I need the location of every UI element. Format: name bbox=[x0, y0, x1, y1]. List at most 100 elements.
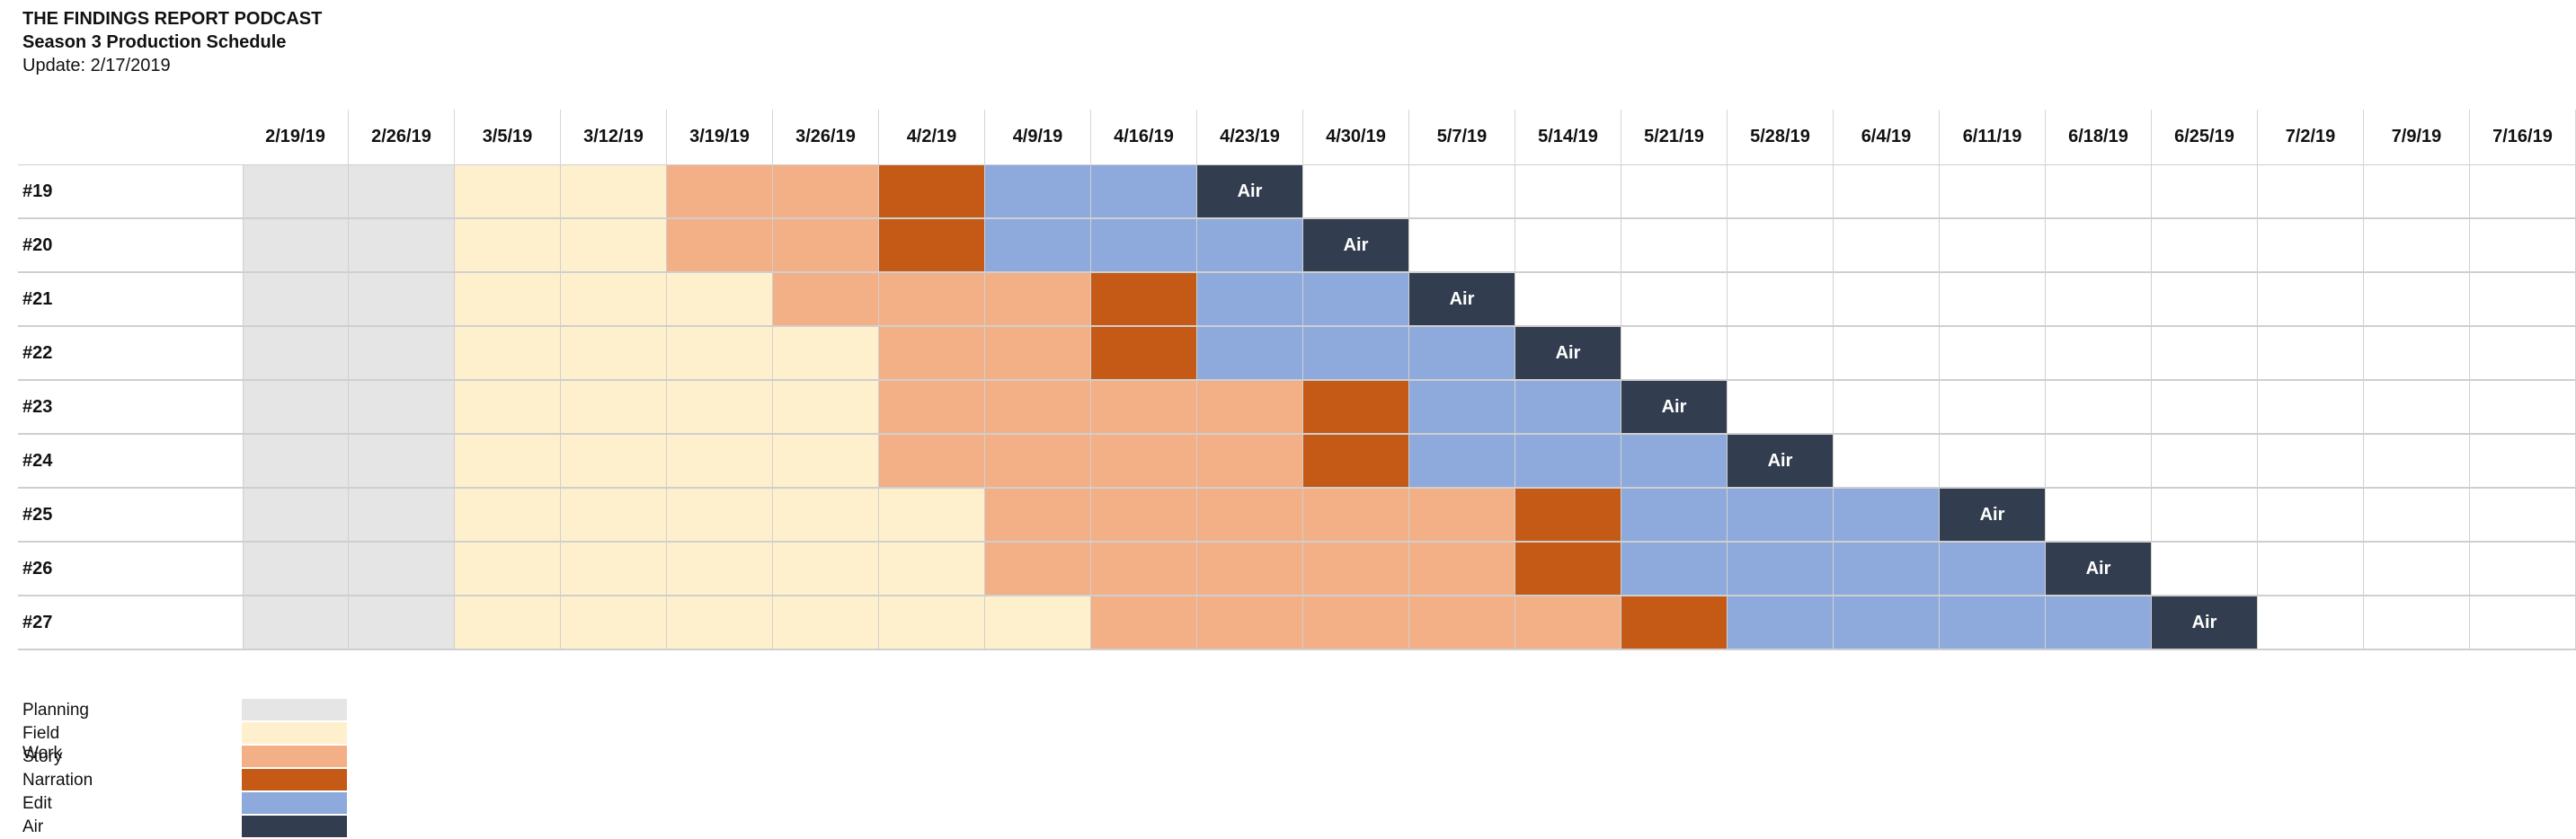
schedule-cell-fieldwork bbox=[773, 489, 879, 543]
schedule-cell-fieldwork bbox=[561, 435, 667, 489]
legend-swatch bbox=[242, 769, 347, 790]
schedule-cell-planning bbox=[349, 327, 455, 381]
schedule-cell-empty bbox=[2470, 165, 2576, 219]
air-label: Air bbox=[1980, 505, 2005, 525]
schedule-cell-story bbox=[879, 327, 985, 381]
schedule-cell-empty bbox=[2152, 219, 2258, 273]
episode-label: #25 bbox=[18, 489, 243, 543]
air-label: Air bbox=[2086, 559, 2111, 579]
schedule-cell-planning bbox=[349, 219, 455, 273]
schedule-cell-empty bbox=[1834, 273, 1940, 327]
schedule-cell-edit bbox=[1303, 273, 1409, 327]
header: THE FINDINGS REPORT PODCAST Season 3 Pro… bbox=[22, 7, 322, 77]
schedule-cell-fieldwork bbox=[561, 165, 667, 219]
schedule-cell-story bbox=[1409, 489, 1515, 543]
schedule-cell-empty bbox=[1728, 219, 1834, 273]
schedule-cell-story bbox=[985, 435, 1091, 489]
schedule-cell-fieldwork bbox=[561, 273, 667, 327]
date-header: 6/4/19 bbox=[1834, 110, 1940, 165]
schedule-cell-empty bbox=[2152, 165, 2258, 219]
schedule-cell-fieldwork bbox=[773, 435, 879, 489]
date-header: 2/19/19 bbox=[243, 110, 349, 165]
schedule-cell-empty bbox=[1515, 165, 1621, 219]
schedule-cell-story bbox=[1091, 543, 1197, 596]
schedule-cell-planning bbox=[243, 273, 349, 327]
schedule-cell-edit bbox=[1940, 543, 2046, 596]
schedule-cell-empty bbox=[2470, 596, 2576, 650]
schedule-cell-edit bbox=[1834, 489, 1940, 543]
schedule-cell-planning bbox=[349, 381, 455, 435]
schedule-cell-edit bbox=[1303, 327, 1409, 381]
schedule-cell-empty bbox=[2258, 435, 2364, 489]
legend-swatch bbox=[242, 792, 347, 814]
schedule-cell-fieldwork bbox=[561, 596, 667, 650]
schedule-cell-empty bbox=[2258, 596, 2364, 650]
schedule-cell-fieldwork bbox=[667, 327, 773, 381]
schedule-cell-story bbox=[773, 273, 879, 327]
schedule-cell-empty bbox=[1940, 435, 2046, 489]
schedule-cell-empty bbox=[1728, 327, 1834, 381]
schedule-cell-air: Air bbox=[1940, 489, 2046, 543]
schedule-cell-edit bbox=[1940, 596, 2046, 650]
schedule-cell-empty bbox=[2364, 381, 2470, 435]
schedule-cell-fieldwork bbox=[773, 543, 879, 596]
schedule-cell-fieldwork bbox=[455, 327, 561, 381]
schedule-cell-story bbox=[1197, 381, 1303, 435]
episode-label: #19 bbox=[18, 165, 243, 219]
update-date: Update: 2/17/2019 bbox=[22, 54, 322, 77]
schedule-cell-empty bbox=[2152, 435, 2258, 489]
schedule-cell-fieldwork bbox=[879, 543, 985, 596]
date-header: 3/26/19 bbox=[773, 110, 879, 165]
episode-label: #27 bbox=[18, 596, 243, 650]
schedule-cell-empty bbox=[2046, 489, 2152, 543]
schedule-cell-edit bbox=[1834, 596, 1940, 650]
schedule-cell-empty bbox=[1940, 327, 2046, 381]
schedule-cell-story bbox=[1303, 543, 1409, 596]
schedule-cell-story bbox=[1197, 596, 1303, 650]
schedule-cell-story bbox=[879, 435, 985, 489]
schedule-cell-fieldwork bbox=[455, 219, 561, 273]
schedule-cell-fieldwork bbox=[773, 596, 879, 650]
schedule-cell-empty bbox=[2364, 543, 2470, 596]
schedule-cell-edit bbox=[1091, 165, 1197, 219]
schedule-cell-fieldwork bbox=[561, 219, 667, 273]
schedule-cell-planning bbox=[243, 596, 349, 650]
schedule-cell-story bbox=[1091, 489, 1197, 543]
schedule-grid: 2/19/192/26/193/5/193/12/193/19/193/26/1… bbox=[18, 110, 2576, 650]
schedule-cell-fieldwork bbox=[561, 327, 667, 381]
schedule-cell-planning bbox=[349, 596, 455, 650]
schedule-cell-edit bbox=[1621, 435, 1728, 489]
air-label: Air bbox=[1238, 181, 1263, 202]
schedule-cell-empty bbox=[2152, 273, 2258, 327]
air-label: Air bbox=[1662, 397, 1687, 418]
schedule-cell-story bbox=[667, 219, 773, 273]
schedule-cell-empty bbox=[1834, 381, 1940, 435]
schedule-cell-empty bbox=[2258, 165, 2364, 219]
air-label: Air bbox=[1450, 289, 1475, 310]
schedule-cell-fieldwork bbox=[455, 381, 561, 435]
episode-label: #20 bbox=[18, 219, 243, 273]
schedule-cell-narration bbox=[1091, 327, 1197, 381]
schedule-cell-empty bbox=[2046, 165, 2152, 219]
date-header: 6/18/19 bbox=[2046, 110, 2152, 165]
schedule-cell-planning bbox=[243, 543, 349, 596]
date-header: 7/16/19 bbox=[2470, 110, 2576, 165]
schedule-cell-story bbox=[985, 543, 1091, 596]
schedule-cell-fieldwork bbox=[455, 543, 561, 596]
schedule-cell-empty bbox=[1515, 273, 1621, 327]
schedule-cell-narration bbox=[1621, 596, 1728, 650]
schedule-cell-story bbox=[1091, 435, 1197, 489]
schedule-cell-fieldwork bbox=[455, 489, 561, 543]
schedule-cell-edit bbox=[1515, 435, 1621, 489]
episode-label: #21 bbox=[18, 273, 243, 327]
schedule-cell-fieldwork bbox=[879, 596, 985, 650]
schedule-cell-planning bbox=[243, 381, 349, 435]
air-label: Air bbox=[2192, 613, 2217, 633]
schedule-cell-empty bbox=[1940, 165, 2046, 219]
schedule-cell-story bbox=[1091, 596, 1197, 650]
date-header: 5/28/19 bbox=[1728, 110, 1834, 165]
schedule-cell-empty bbox=[2258, 489, 2364, 543]
legend-label: Narration bbox=[22, 771, 93, 790]
schedule-cell-empty bbox=[2364, 165, 2470, 219]
schedule-cell-fieldwork bbox=[773, 327, 879, 381]
